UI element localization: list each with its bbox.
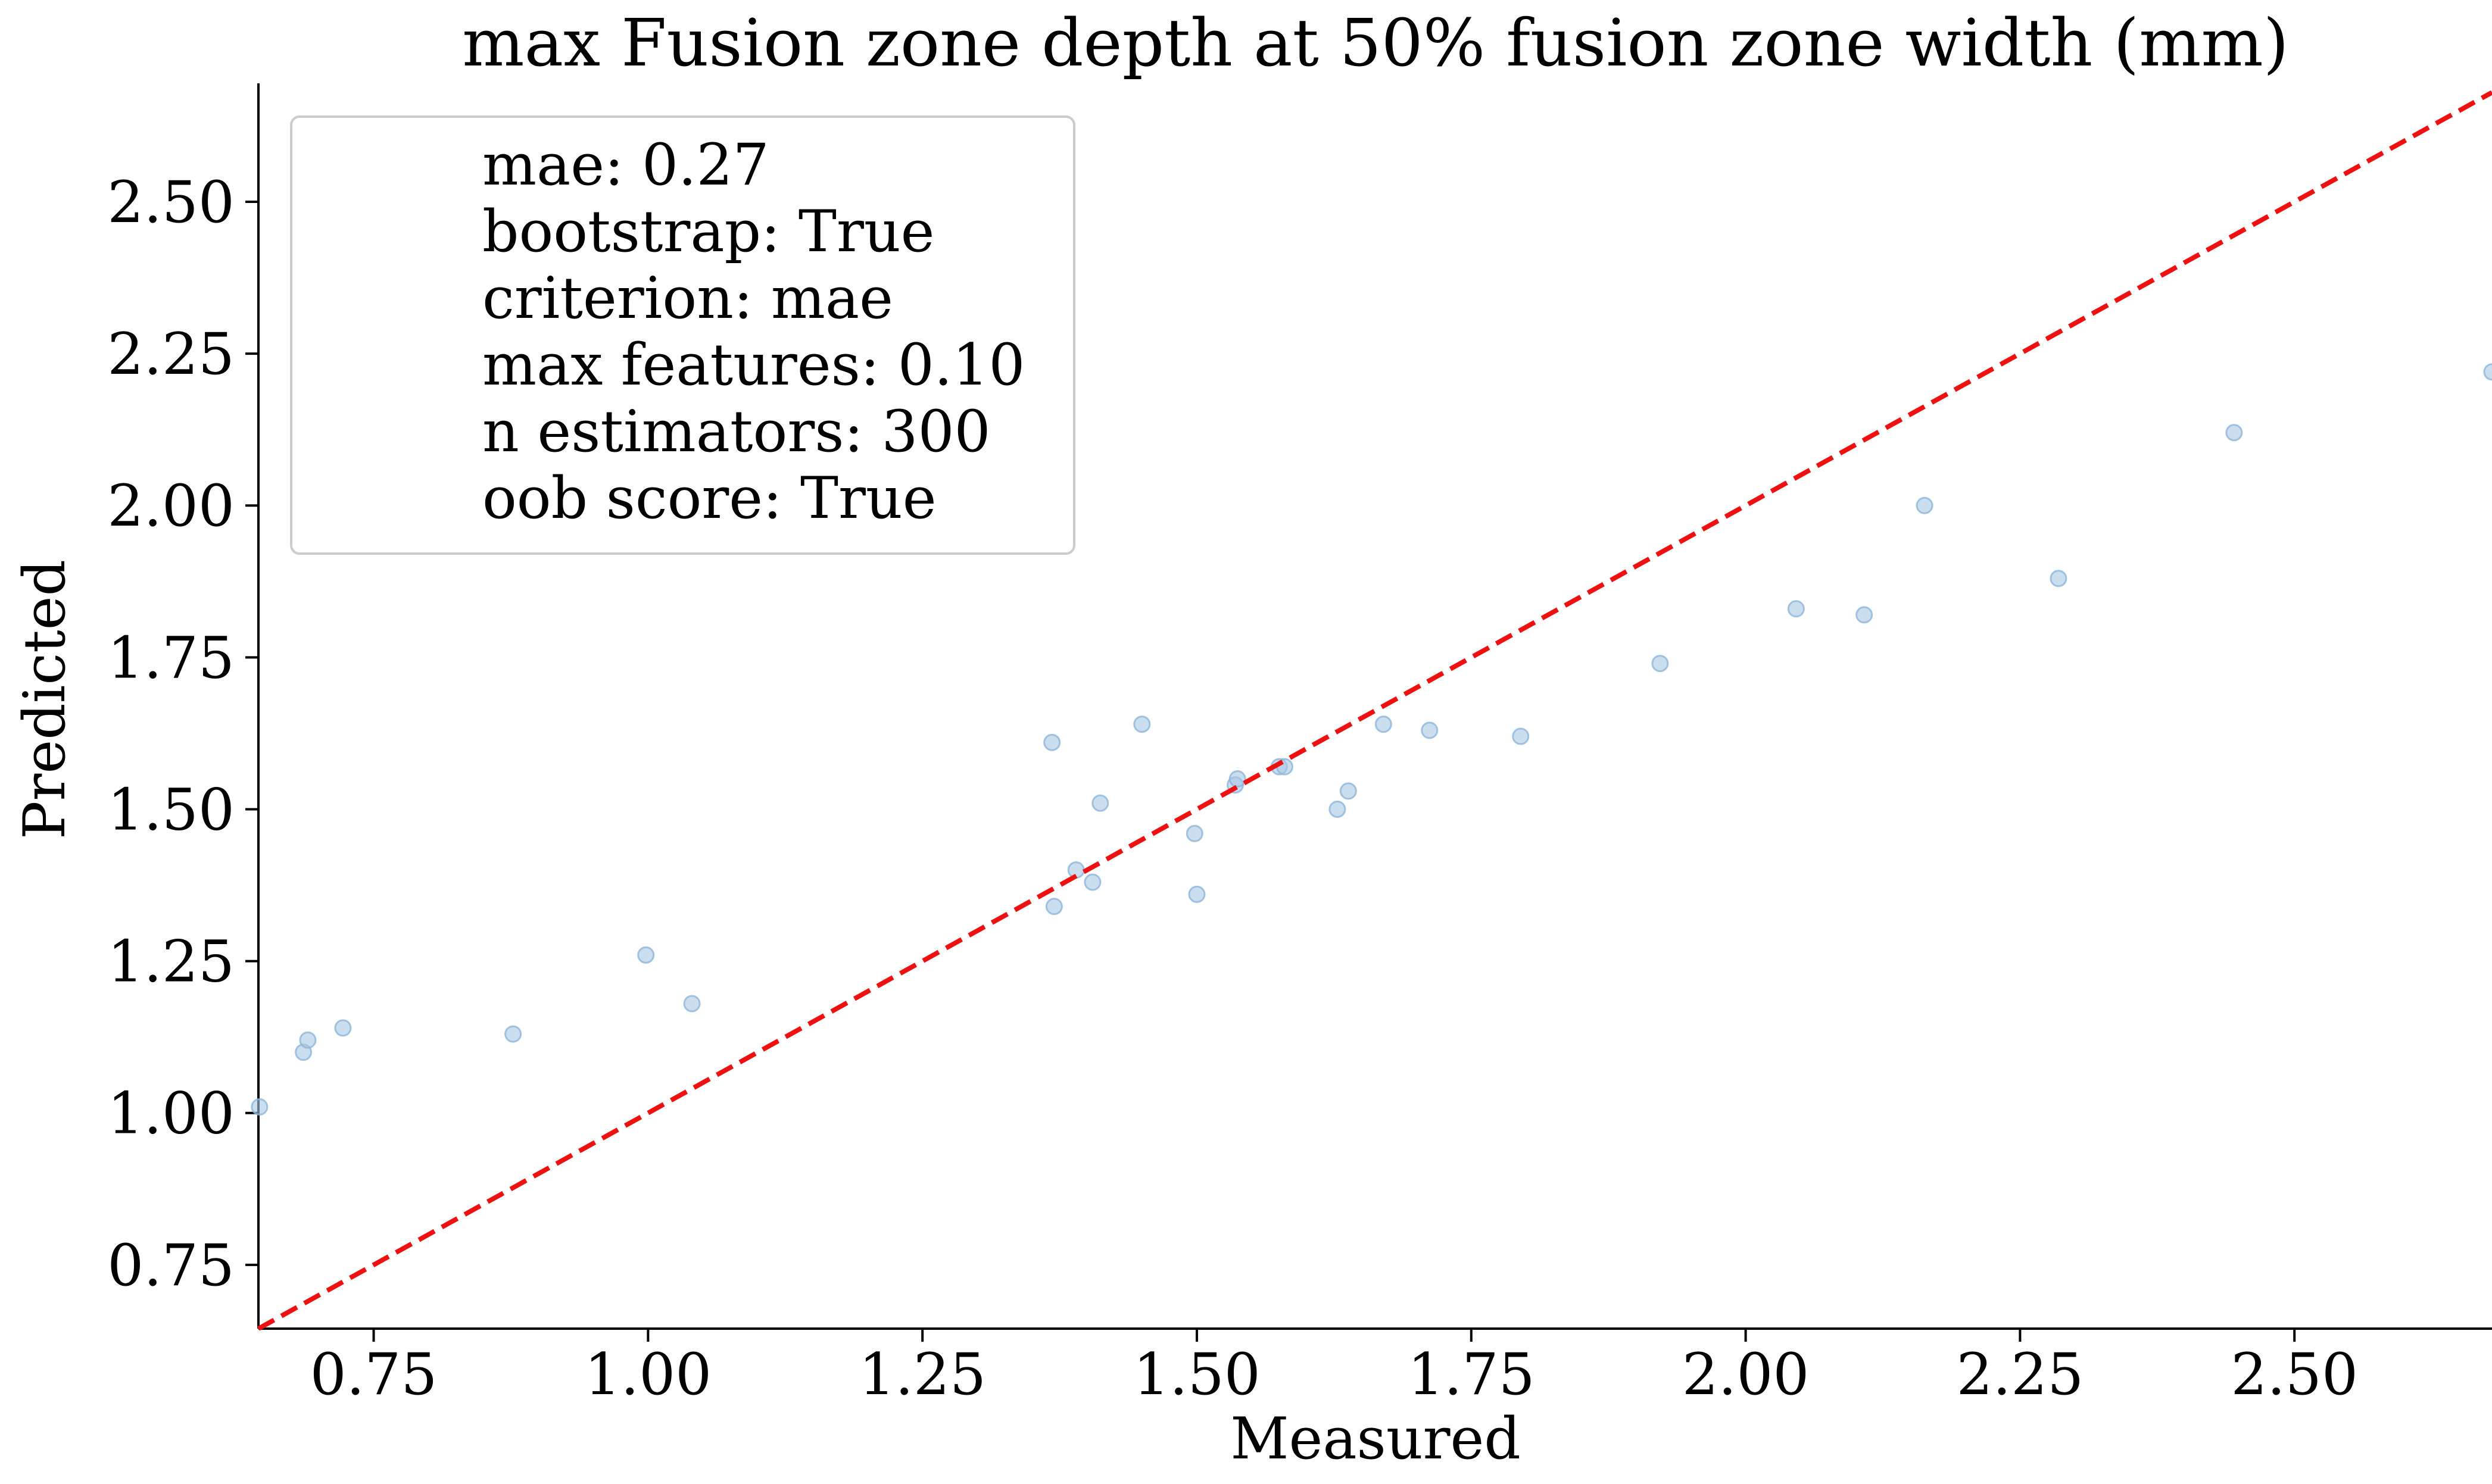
data-point [1339,782,1357,800]
data-point [1045,898,1063,916]
x-tick-label: 1.75 [1408,1341,1535,1408]
data-point [2050,570,2067,588]
data-point [637,946,655,964]
y-tick-label: 1.75 [107,624,235,691]
data-point [1084,873,1102,891]
data-point [1651,655,1669,673]
data-point [1421,721,1439,739]
identity-reference-line [257,90,2492,1331]
data-point [1133,716,1151,733]
x-tick-label: 0.75 [310,1341,438,1408]
data-point [2225,424,2243,442]
legend-frame [290,115,1075,555]
legend-entry: mae: 0.27 [482,132,769,198]
legend-entry: bootstrap: True [482,198,934,265]
data-point [683,995,701,1013]
x-tick-label: 1.50 [1133,1341,1261,1408]
data-point [1916,496,1933,514]
data-point [1067,861,1085,879]
y-tick-label: 1.00 [107,1080,235,1147]
data-point [1091,794,1109,812]
data-point [251,1098,269,1116]
data-point [1186,824,1203,842]
legend-entry: criterion: mae [482,265,893,332]
y-tick-label: 1.50 [107,776,235,843]
legend-entry: max features: 0.10 [482,332,1025,398]
data-point [1787,600,1805,618]
data-point [1188,885,1206,903]
data-point [1512,727,1530,745]
x-tick-label: 1.25 [859,1341,986,1408]
data-point [1328,800,1346,818]
data-point [2483,363,2492,381]
data-point [1855,606,1873,624]
legend-entry: oob score: True [482,465,937,532]
x-tick-label: 2.50 [2231,1341,2358,1408]
y-tick-label: 2.50 [107,169,235,236]
y-axis-label: Predicted [11,560,78,839]
plot-area: 0.75 1.00 1.25 1.50 1.75 2.00 2.25 2.50 0.75 1.00… [107,83,2492,1408]
data-point [334,1019,352,1037]
x-tick-label: 2.25 [1957,1341,2084,1408]
data-point [299,1031,317,1049]
x-tick-label: 2.00 [1682,1341,1810,1408]
x-tick-label: 1.00 [584,1341,712,1408]
data-point [1043,733,1061,751]
data-point [1228,770,1246,788]
legend-entry: n estimators: 300 [482,398,991,465]
y-tick-label: 2.25 [107,321,235,388]
data-point [1374,716,1392,733]
x-axis-label: Measured [1230,1405,1521,1472]
y-tick-label: 2.00 [107,473,235,539]
chart-title: max Fusion zone depth at 50% fusion zone… [462,5,2289,81]
y-tick-label: 0.75 [107,1232,235,1299]
y-tick-label: 1.25 [107,929,235,995]
data-point [504,1025,522,1043]
